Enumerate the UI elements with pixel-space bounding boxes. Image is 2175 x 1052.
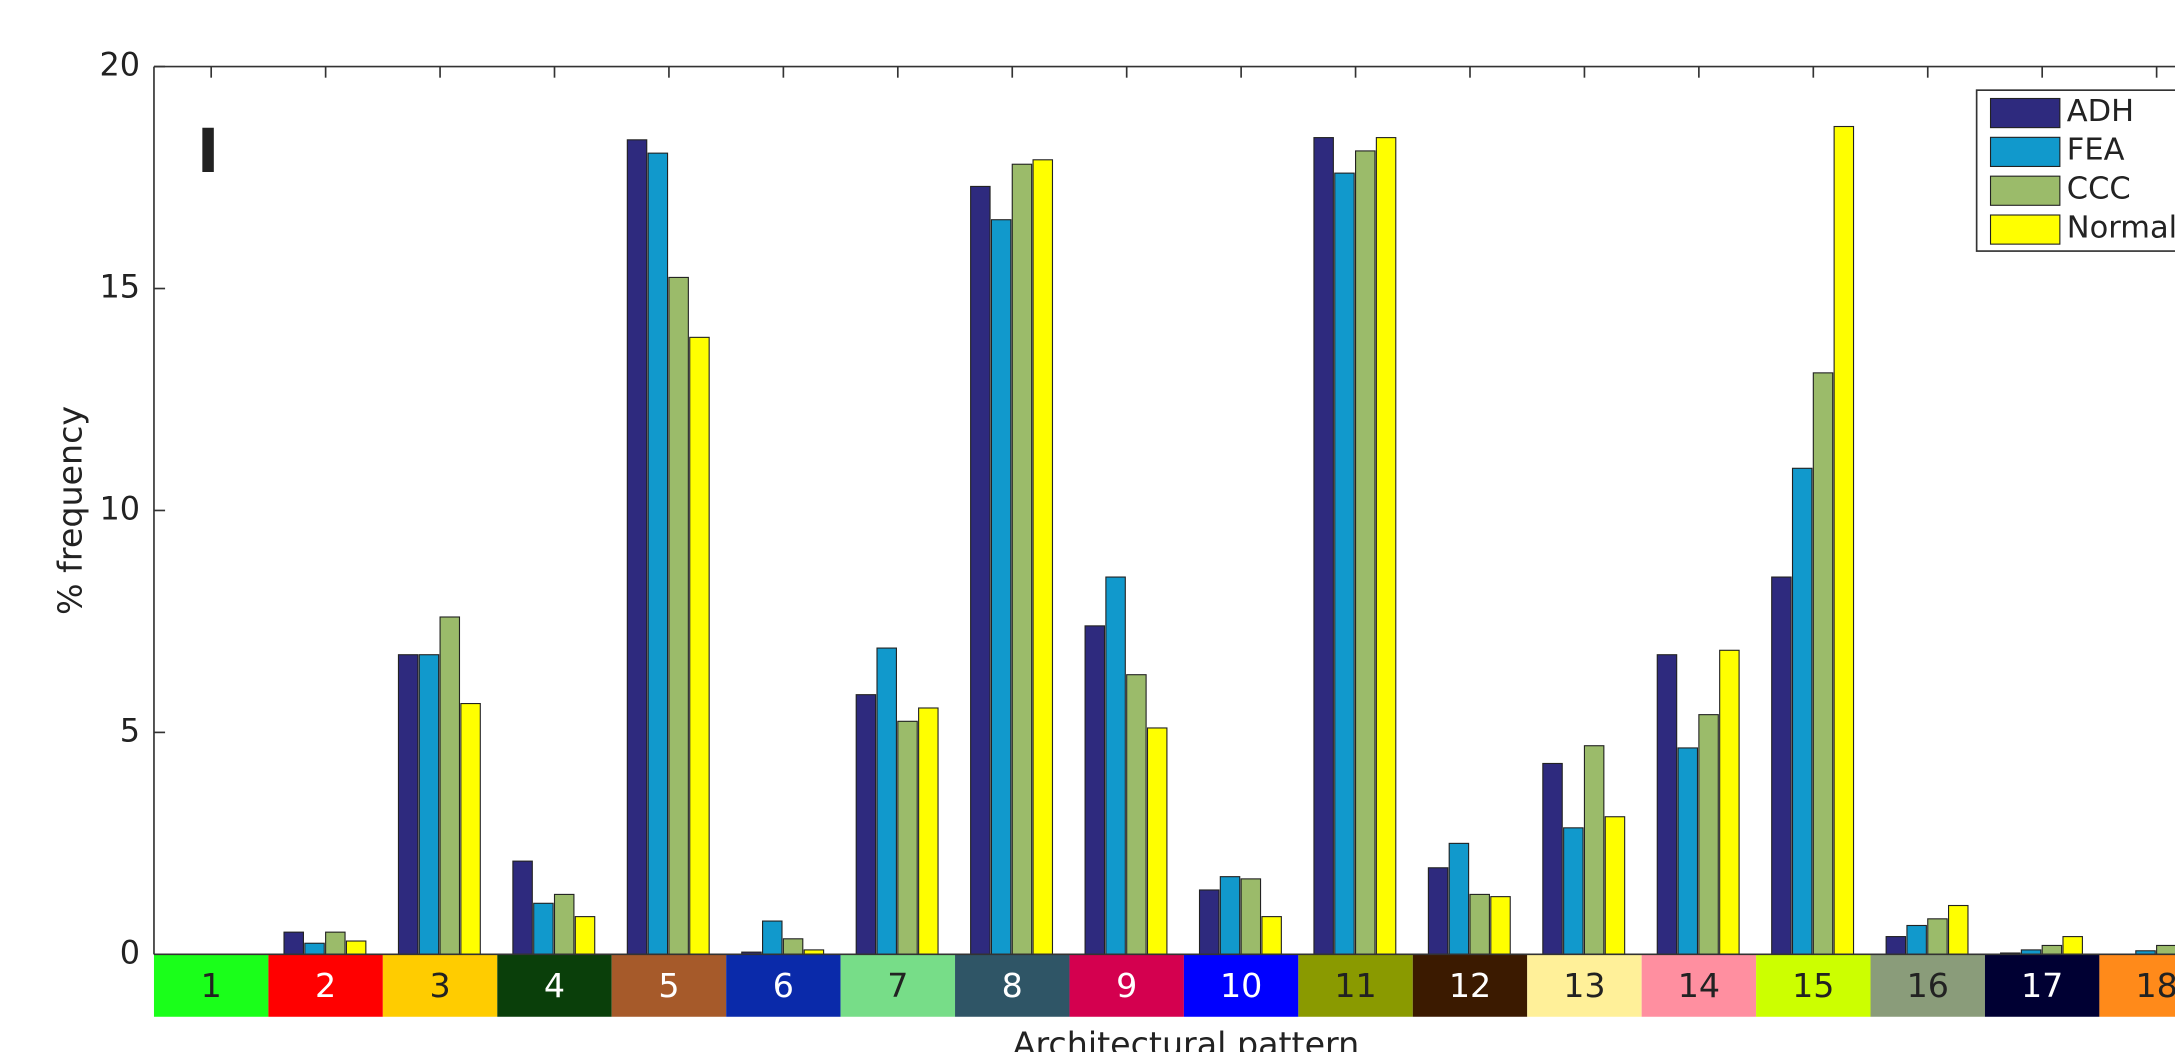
bar <box>534 903 553 954</box>
bar <box>2157 945 2175 954</box>
panel-label: I <box>197 116 220 187</box>
x-tick-label: 9 <box>1116 966 1137 1005</box>
x-axis-label: Architectural pattern <box>1013 1024 1360 1052</box>
x-tick-label: 2 <box>315 966 336 1005</box>
legend-swatch <box>1991 215 2060 244</box>
bar <box>1012 164 1031 954</box>
bar <box>1127 675 1146 955</box>
bar <box>1085 626 1104 954</box>
bar <box>2063 937 2082 955</box>
bar <box>419 655 438 955</box>
bar <box>1678 748 1697 954</box>
y-tick-label: 10 <box>100 489 141 527</box>
bar <box>877 648 896 954</box>
bar <box>1314 138 1333 955</box>
bar <box>763 921 782 954</box>
bar <box>1793 468 1812 954</box>
chart: I % frequency Architectural pattern 0 5 10… <box>0 0 2175 1052</box>
bar <box>1106 577 1125 954</box>
bar <box>1699 715 1718 955</box>
bar <box>1200 890 1219 954</box>
bar <box>627 140 646 955</box>
bar <box>1449 843 1468 954</box>
bar <box>1033 160 1052 955</box>
y-tick-label: 0 <box>120 933 140 971</box>
x-tick-label: 17 <box>2021 966 2063 1005</box>
bar <box>1335 173 1354 954</box>
legend-label: ADH <box>2067 94 2134 129</box>
bar <box>991 220 1010 955</box>
bar <box>575 917 594 955</box>
bar <box>648 153 667 954</box>
x-tick-label: 11 <box>1334 966 1376 1005</box>
y-axis-label: % frequency <box>51 406 90 615</box>
bar <box>305 943 324 954</box>
bar <box>1772 577 1791 954</box>
bar <box>1470 894 1489 954</box>
bar <box>461 704 480 955</box>
bar <box>555 894 574 954</box>
bar <box>1834 127 1853 955</box>
x-tick-label: 18 <box>2135 966 2175 1005</box>
bar <box>919 708 938 954</box>
bar <box>346 941 365 954</box>
legend-swatch <box>1991 98 2060 127</box>
bar <box>690 337 709 954</box>
legend-swatch <box>1991 137 2060 166</box>
bar <box>1813 373 1832 954</box>
x-tick-label: 6 <box>773 966 794 1005</box>
y-tick-label: 15 <box>100 268 141 306</box>
x-tick-label: 1 <box>201 966 222 1005</box>
x-tick-label: 7 <box>887 966 908 1005</box>
bar <box>1907 925 1926 954</box>
bar <box>1220 877 1239 955</box>
bar <box>398 655 417 955</box>
bar <box>1928 919 1947 955</box>
x-tick-label: 8 <box>1002 966 1023 1005</box>
bar <box>783 939 802 955</box>
bar <box>2042 945 2061 954</box>
bar <box>326 932 345 954</box>
bar <box>1949 906 1968 955</box>
x-tick-label: 10 <box>1220 966 1262 1005</box>
bar <box>856 695 875 955</box>
bar <box>1241 879 1260 954</box>
bar <box>971 186 990 954</box>
legend-label: CCC <box>2067 172 2131 207</box>
x-tick-label: 13 <box>1563 966 1605 1005</box>
bar <box>1886 937 1905 955</box>
bar <box>669 277 688 954</box>
bar <box>1262 917 1281 955</box>
bar <box>1491 897 1510 955</box>
y-tick-label: 5 <box>120 711 140 749</box>
bar <box>1428 868 1447 955</box>
bar <box>1657 655 1676 955</box>
bar <box>1605 817 1624 955</box>
bar <box>1356 151 1375 954</box>
x-tick-label: 14 <box>1678 966 1720 1005</box>
bar <box>440 617 459 954</box>
legend-label: FEA <box>2067 133 2125 168</box>
bar <box>1564 828 1583 955</box>
legend-label: Normal <box>2067 210 2175 245</box>
x-tick-label: 15 <box>1792 966 1834 1005</box>
bar <box>1720 650 1739 954</box>
x-tick-label: 4 <box>544 966 565 1005</box>
bar <box>1376 138 1395 955</box>
bar <box>898 721 917 954</box>
x-tick-label: 12 <box>1449 966 1491 1005</box>
bar <box>1543 763 1562 954</box>
legend-swatch <box>1991 176 2060 205</box>
bar <box>284 932 303 954</box>
x-tick-label: 5 <box>658 966 679 1005</box>
bar <box>513 861 532 954</box>
y-tick-label: 20 <box>100 46 141 84</box>
x-tick-label: 3 <box>429 966 450 1005</box>
bar <box>1584 746 1603 955</box>
x-tick-label: 16 <box>1907 966 1949 1005</box>
bar <box>1147 728 1166 954</box>
